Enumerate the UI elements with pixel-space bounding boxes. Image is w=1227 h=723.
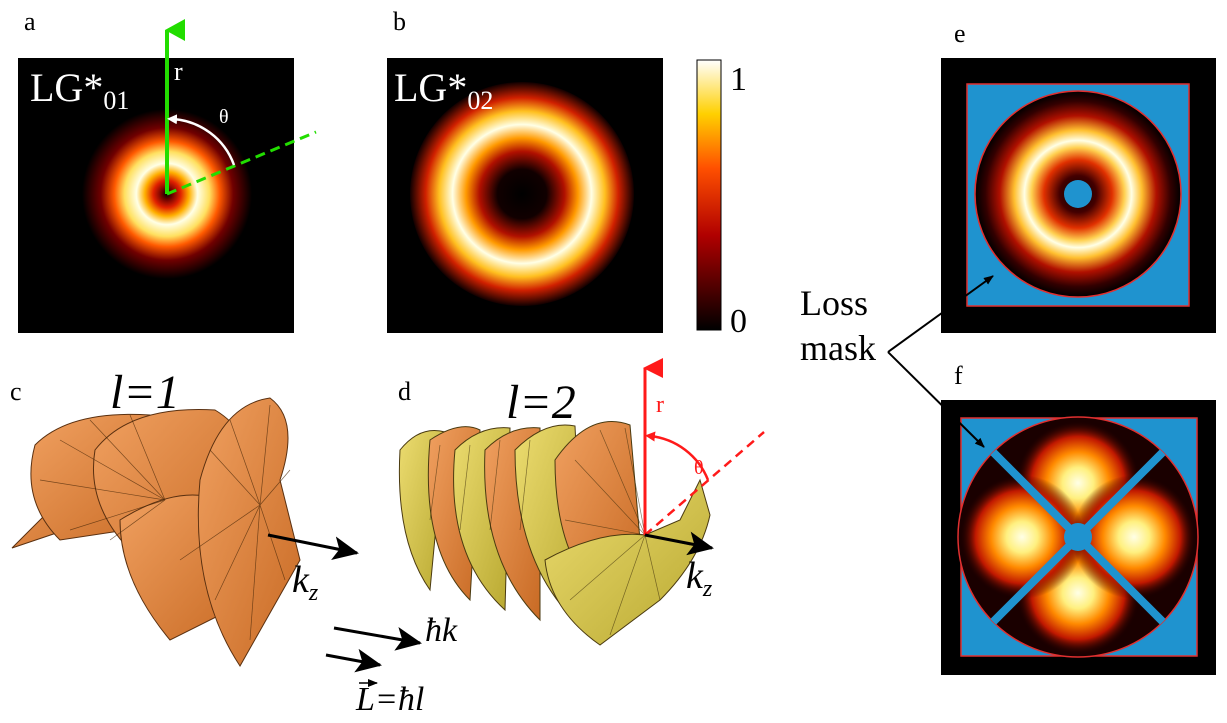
panel-b-letter: b (393, 7, 406, 36)
panel-b-mode-label: LG*02 (394, 65, 493, 115)
lobe-right (1072, 475, 1196, 599)
loss-mask-label-line1: Loss (800, 283, 868, 323)
panel-b: b LG*02 (387, 7, 663, 333)
theta-arc-arrow-red (645, 431, 710, 481)
helix-l1 (11, 397, 301, 667)
panel-e-center-mask (1064, 180, 1092, 208)
panel-e-letter: e (954, 19, 966, 48)
panel-a-letter: a (24, 7, 36, 36)
panel-a-r-label: r (174, 57, 183, 86)
panel-c: c l=1 kz (10, 366, 359, 667)
loss-mask-annotation: Loss mask (800, 275, 994, 448)
panel-d-r-label: r (656, 392, 664, 418)
angle-reference-dashed-line (166, 130, 317, 196)
panel-f-center-mask (1064, 523, 1092, 551)
panel-d-charge-label: l=2 (506, 376, 576, 429)
helix-l1-ribs (39, 404, 291, 641)
momentum-label: ħk (425, 612, 458, 649)
panel-f-lobes (960, 421, 1196, 655)
helix-l2 (398, 421, 711, 646)
loss-mask-arrow-to-e (887, 275, 994, 353)
loss-mask-arrow-to-f (887, 351, 985, 448)
panel-f-letter: f (954, 361, 963, 390)
panel-d: d l=2 r θ kz (398, 358, 765, 646)
panel-d-kz-label: kz (686, 555, 713, 602)
lg02-intensity-ring (410, 82, 634, 306)
colorbar: 1 0 (696, 59, 747, 340)
colorbar-max-label: 1 (730, 61, 747, 98)
kz-arrow-c (267, 533, 359, 561)
momentum-arrow (333, 626, 422, 651)
panel-d-letter: d (398, 377, 411, 406)
kz-arrow-d (644, 531, 714, 556)
panel-a-theta-label: θ (219, 106, 229, 128)
angle-reference-dashed-line-red (644, 431, 765, 536)
lobe-left (960, 475, 1084, 599)
panel-c-kz-label: kz (292, 559, 319, 606)
loss-mask-label-line2: mask (800, 328, 876, 368)
panel-a: a LG*01 r θ (18, 7, 317, 333)
colorbar-gradient (696, 59, 722, 331)
panel-e: e (941, 19, 1216, 333)
colorbar-min-label: 0 (730, 303, 747, 340)
orbital-label: L=ħl (355, 681, 424, 718)
panel-a-mode-label: LG*01 (30, 65, 129, 115)
theta-arc-arrow (167, 114, 236, 166)
momentum-legend: ħk L=ħl (325, 612, 458, 718)
panel-c-letter: c (10, 377, 22, 406)
panel-c-charge-label: l=1 (110, 366, 180, 419)
orbital-arrow (325, 648, 382, 673)
panel-d-theta-label: θ (694, 457, 704, 479)
panel-f: f (941, 361, 1216, 675)
